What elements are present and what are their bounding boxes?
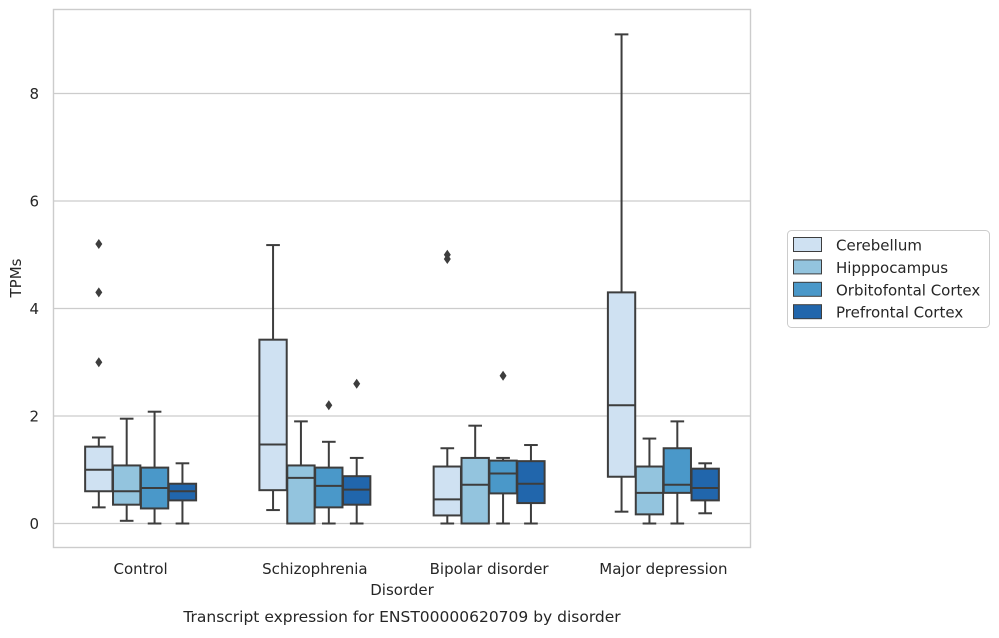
box-body [286,464,316,525]
y-axis-label: TPMs [7,258,25,298]
box-cerebellum [84,239,114,509]
chart-caption: Transcript expression for ENST0000062070… [182,608,621,626]
box-cerebellum [432,249,462,525]
outlier-point [95,357,103,368]
box-hipppocampus [112,417,142,522]
box-orbitofontal-cortex [488,370,518,525]
legend-label: Cerebellum [836,237,922,255]
y-tick-label: 2 [29,408,39,426]
box-body [488,459,518,495]
legend: Cerebellum Hipppocampus Orbitofontal Corte… [787,230,990,328]
box-body [634,465,665,516]
box-prefrontal-cortex [690,462,720,515]
box-body [690,467,720,502]
box-hipppocampus [460,424,490,525]
box-body [112,464,142,506]
box-hipppocampus [634,437,665,525]
outlier-point [95,239,103,249]
x-tick-label: Major depression [599,560,727,578]
outlier-point [325,400,333,411]
outlier-point [353,378,361,389]
box-body [516,460,546,505]
outlier-point [443,249,451,260]
box-prefrontal-cortex [342,378,372,525]
box-body [662,447,692,494]
x-tick-label: Bipolar disorder [430,560,550,578]
box-body [432,465,462,517]
legend-swatch [793,304,822,320]
y-tick-label: 0 [29,515,39,533]
legend-swatch [793,259,822,275]
box-prefrontal-cortex [167,462,198,525]
outlier-point [95,287,103,298]
x-tick-label: Control [114,560,168,578]
box-body [460,456,490,525]
legend-label: Orbitofontal Cortex [836,281,980,299]
box-orbitofontal-cortex [139,410,170,525]
legend-frame [787,230,990,328]
legend-swatch [793,237,822,252]
y-tick-label: 8 [29,85,39,103]
box-body [606,291,637,478]
y-tick-label: 4 [29,300,39,318]
box-prefrontal-cortex [516,444,546,525]
x-axis-label: Disorder [370,581,434,599]
box-cerebellum [258,244,288,512]
box-orbitofontal-cortex [662,420,692,525]
outlier-point [499,370,507,381]
legend-label: Prefrontal Cortex [836,304,963,322]
y-tick-labels: 0 2 4 6 8 [29,85,39,533]
box-cerebellum [606,33,637,513]
x-tick-label: Schizophrenia [262,560,367,578]
y-tick-label: 6 [29,193,39,211]
x-tick-labels: Control Schizophrenia Bipolar disorder Majo… [114,560,728,578]
legend-swatch [793,281,822,297]
boxes [84,33,720,525]
box-body [258,338,288,492]
legend-label: Hipppocampus [836,259,948,277]
box-body [314,466,344,509]
